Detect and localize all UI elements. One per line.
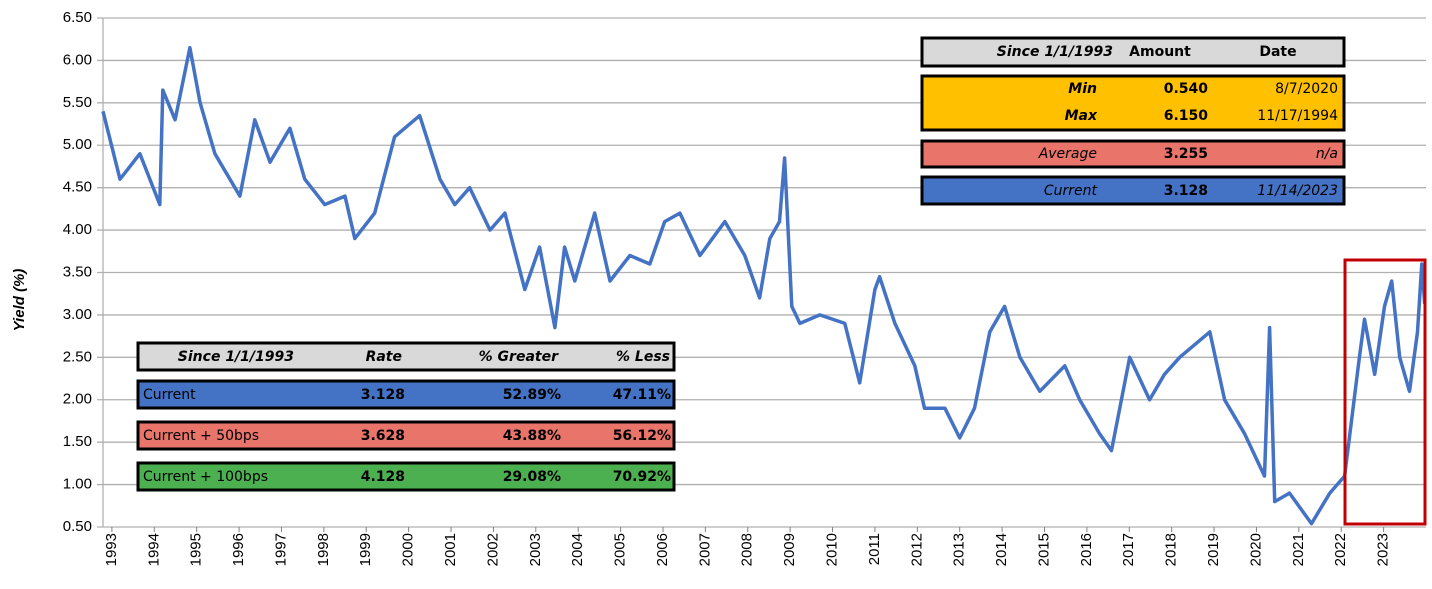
y-tick-label: 0.50	[63, 518, 92, 535]
x-tick-label: 2012	[908, 533, 925, 566]
table-cell: Since 1/1/1993	[997, 44, 1113, 60]
x-tick-label: 2020	[1247, 533, 1264, 566]
table-cell: Current + 50bps	[143, 428, 259, 444]
row-bg	[136, 420, 676, 451]
table-cell: 11/17/1994	[1257, 108, 1338, 124]
y-tick-label: 1.00	[63, 476, 92, 493]
table-cell: 43.88%	[503, 428, 561, 444]
highlight-box	[1343, 258, 1427, 526]
x-tick-label: 2011	[866, 533, 883, 565]
y-tick-label: 6.50	[63, 9, 92, 26]
x-tick-label: 2000	[400, 533, 417, 566]
table-cell: Max	[1065, 108, 1098, 124]
table-cell: Current	[143, 387, 196, 403]
table-cell: 3.255	[1164, 146, 1208, 162]
x-tick-label: 1993	[103, 533, 120, 566]
x-tick-label: 2010	[824, 533, 841, 566]
x-tick-label: 2008	[739, 533, 756, 566]
x-tick-label: 2022	[1332, 533, 1349, 566]
row-bg	[136, 461, 676, 492]
table-cell: Date	[1259, 44, 1296, 60]
table-cell: Current	[1044, 183, 1098, 199]
tables: Since 1/1/1993 Amount Date Min 0.540 8/7/2020…	[136, 36, 1346, 492]
y-tick-label: 2.00	[63, 391, 92, 408]
table-header-bg	[920, 36, 1346, 68]
x-tick-label: 2013	[951, 533, 968, 566]
table-cell: Min	[1068, 81, 1097, 97]
row-bg	[920, 139, 1346, 169]
table-cell: 11/14/2023	[1257, 183, 1338, 199]
x-tick-label: 2009	[781, 533, 798, 566]
x-tick-label: 2016	[1078, 533, 1095, 566]
table-cell: 56.12%	[613, 428, 671, 444]
x-tick-label: 2023	[1375, 533, 1392, 566]
x-tick-label: 2021	[1290, 533, 1307, 566]
table-cell: Since 1/1/1993	[178, 349, 294, 365]
x-tick-label: 2019	[1205, 533, 1222, 566]
table-cell: 52.89%	[503, 387, 561, 403]
y-tick-label: 5.00	[63, 136, 92, 153]
x-tick-label: 2002	[484, 533, 501, 566]
y-tick-label: 1.50	[63, 433, 92, 450]
y-tick-label: 5.50	[63, 94, 92, 111]
table-cell: Average	[1038, 146, 1097, 162]
table-cell: 3.128	[1164, 183, 1208, 199]
y-tick-label: 4.50	[63, 179, 92, 196]
row-bg	[920, 175, 1346, 206]
table-cell: Rate	[366, 349, 402, 365]
y-tick-label: 3.00	[63, 306, 92, 323]
plot	[101, 45, 1427, 526]
x-tick-label: 2004	[569, 533, 586, 566]
x-tick-label: 1998	[315, 533, 332, 566]
x-tick-label: 2001	[442, 533, 459, 566]
table-cell: % Less	[616, 349, 670, 365]
table-cell: 3.128	[361, 387, 405, 403]
table-cell: Current + 100bps	[143, 469, 268, 485]
table-cell: 4.128	[361, 469, 405, 485]
x-tick-label: 2018	[1163, 533, 1180, 566]
table-cell: 0.540	[1164, 81, 1209, 97]
x-tick-label: 1997	[272, 533, 289, 566]
table-cell: 47.11%	[613, 387, 671, 403]
table-cell: n/a	[1316, 146, 1338, 162]
x-tick-label: 1995	[188, 533, 205, 566]
row-bg	[920, 74, 1346, 132]
y-axis-label: Yield (%)	[11, 269, 28, 332]
x-tick-label: 2006	[654, 533, 671, 566]
y-tick-label: 3.50	[63, 263, 92, 280]
x-tick-label: 2017	[1120, 533, 1137, 566]
y-tick-label: 2.50	[63, 348, 92, 365]
table-header-bg	[136, 341, 676, 372]
table-cell: 6.150	[1164, 108, 1209, 124]
table-cell: 29.08%	[503, 469, 561, 485]
y-tick-label: 4.00	[63, 221, 92, 238]
yield-line	[101, 45, 1427, 526]
table-cell: 70.92%	[613, 469, 671, 485]
x-tick-label: 2003	[527, 533, 544, 566]
table-cell: 3.628	[361, 428, 405, 444]
x-tick-label: 2014	[993, 533, 1010, 566]
y-tick-label: 6.00	[63, 51, 92, 68]
table-cell: % Greater	[479, 349, 559, 365]
x-tick-label: 1996	[230, 533, 247, 566]
x-tick-label: 1994	[145, 533, 162, 566]
x-tick-label: 2005	[612, 533, 629, 566]
row-bg	[136, 379, 676, 410]
table-cell: Amount	[1129, 44, 1191, 60]
table-cell: 8/7/2020	[1275, 81, 1338, 97]
x-tick-label: 2015	[1035, 533, 1052, 566]
x-tick-label: 1999	[357, 533, 374, 566]
x-tick-label: 2007	[696, 533, 713, 566]
